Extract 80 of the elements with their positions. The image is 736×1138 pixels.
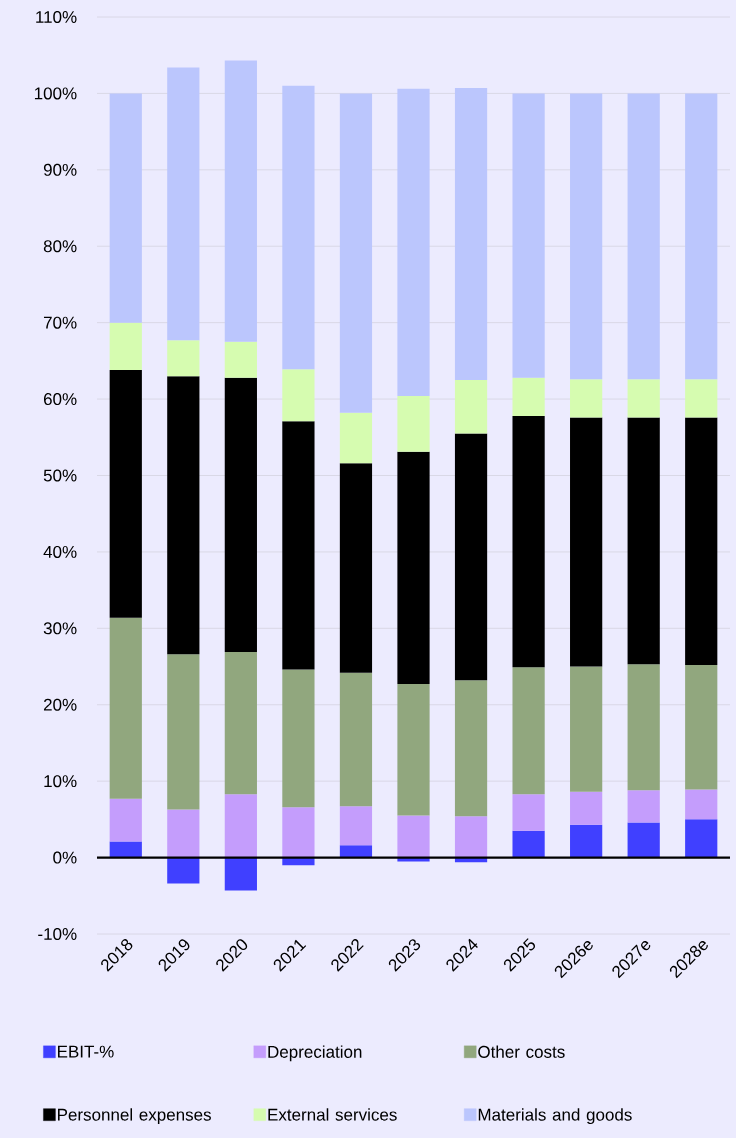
bar xyxy=(224,341,257,378)
legend-label: Personnel expenses xyxy=(58,1108,211,1125)
bar xyxy=(454,816,488,858)
y-tick-label: 90% xyxy=(43,163,77,176)
bar xyxy=(339,463,373,673)
bar xyxy=(512,830,545,858)
bar xyxy=(224,652,257,795)
bar xyxy=(454,680,488,817)
y-tick-label: 50% xyxy=(43,469,77,482)
bar xyxy=(167,340,200,377)
y-tick-label: 70% xyxy=(43,316,77,329)
bar xyxy=(454,88,488,380)
y-tick-label: 30% xyxy=(43,622,77,635)
legend-label: Depreciation xyxy=(268,1045,362,1062)
bar xyxy=(282,85,315,370)
bar xyxy=(512,93,545,378)
bar xyxy=(397,815,430,858)
bar xyxy=(224,60,257,342)
bar xyxy=(109,798,142,842)
bar xyxy=(627,93,660,380)
bar xyxy=(685,789,718,820)
bar xyxy=(570,379,603,418)
bar xyxy=(454,433,488,681)
bar xyxy=(224,377,257,653)
bar xyxy=(167,654,200,810)
y-tick-label: 0% xyxy=(53,851,77,864)
bar xyxy=(512,415,545,668)
legend-label: External services xyxy=(268,1108,397,1121)
bar xyxy=(167,809,200,858)
bar xyxy=(339,412,373,464)
bar xyxy=(167,376,200,655)
bar xyxy=(685,379,718,418)
bar xyxy=(512,794,545,831)
bar xyxy=(339,672,373,807)
bar xyxy=(339,93,373,413)
bar xyxy=(109,617,142,799)
bar xyxy=(627,664,660,791)
bar xyxy=(397,684,430,816)
bar xyxy=(224,857,257,891)
bar xyxy=(570,666,603,792)
legend-label: Materials and goods xyxy=(478,1108,632,1125)
bar xyxy=(397,451,430,685)
bar xyxy=(685,819,718,858)
y-tick-label: 10% xyxy=(44,775,77,788)
bar xyxy=(109,322,142,371)
bar xyxy=(627,417,660,665)
bar xyxy=(685,665,718,790)
bar xyxy=(282,421,315,670)
bar xyxy=(167,67,200,341)
bar xyxy=(282,669,315,808)
bar xyxy=(512,377,545,416)
y-tick-label: -10% xyxy=(38,927,77,941)
bar xyxy=(570,417,603,667)
y-tick-label: 20% xyxy=(43,698,77,711)
bar xyxy=(627,822,660,858)
bar xyxy=(454,379,488,434)
bar xyxy=(627,379,660,418)
legend-label: EBIT-% xyxy=(58,1045,114,1058)
bar xyxy=(282,369,315,422)
y-tick-label: 80% xyxy=(43,240,77,253)
bar xyxy=(109,93,142,323)
bar xyxy=(685,93,718,380)
bar xyxy=(339,806,373,846)
bar xyxy=(167,857,200,884)
y-tick-label: 100% xyxy=(34,87,77,100)
bar xyxy=(224,794,257,858)
bar xyxy=(685,417,718,665)
legend-label: Other costs xyxy=(478,1045,565,1058)
bar xyxy=(570,824,603,858)
bar xyxy=(570,93,603,380)
bar xyxy=(570,791,603,825)
bar xyxy=(282,807,315,858)
bar xyxy=(397,396,430,452)
bar xyxy=(109,370,142,618)
bar xyxy=(397,88,430,397)
y-tick-label: 110% xyxy=(36,10,77,24)
bar xyxy=(627,790,660,823)
bar xyxy=(512,667,545,795)
y-tick-label: 60% xyxy=(43,393,77,406)
y-tick-label: 40% xyxy=(43,545,77,558)
